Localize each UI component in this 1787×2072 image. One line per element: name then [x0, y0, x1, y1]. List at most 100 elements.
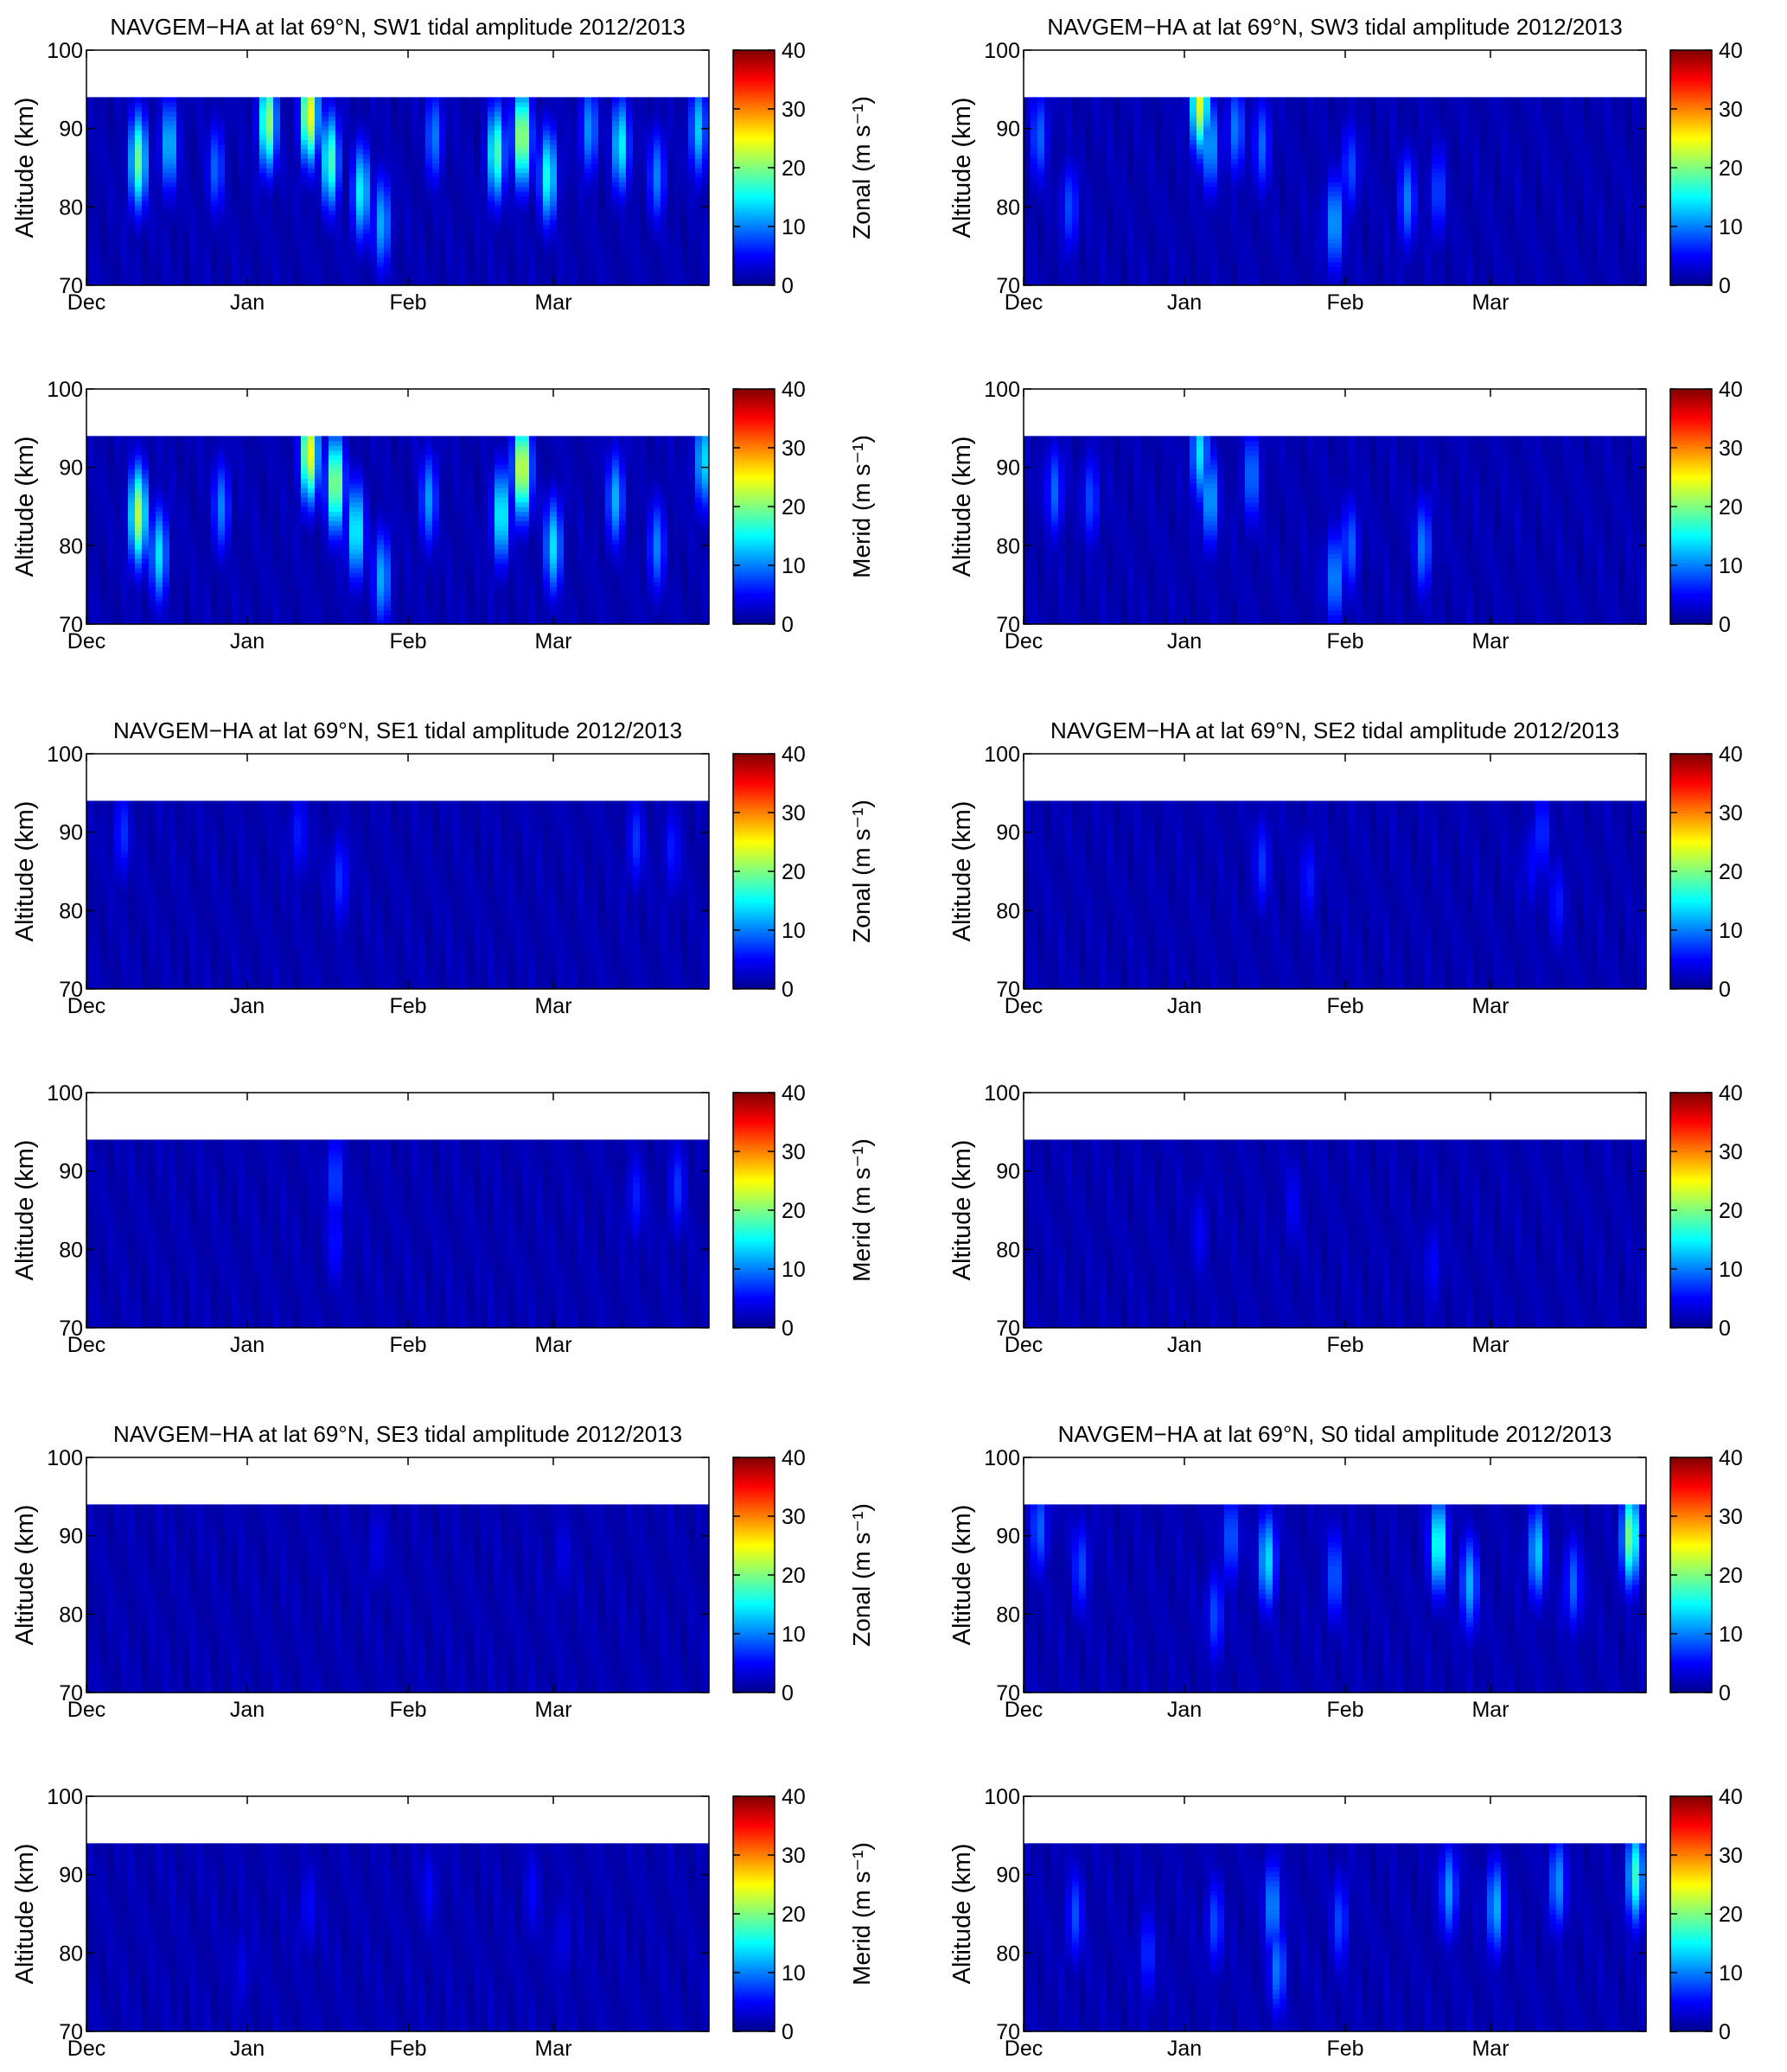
heatmap-cell [1224, 209, 1232, 215]
heatmap-cell [1231, 130, 1239, 136]
heatmap-cell [1024, 120, 1031, 126]
heatmap-cell [453, 214, 461, 220]
heatmap-cell [356, 257, 364, 263]
heatmap-cell [418, 205, 426, 211]
heatmap-cell [619, 209, 627, 215]
heatmap-cell [1224, 111, 1232, 117]
heatmap-cell [107, 266, 115, 272]
heatmap-cell [647, 209, 654, 215]
heatmap-cell [322, 191, 329, 197]
heatmap-cell [197, 271, 205, 277]
heatmap-cell [329, 111, 336, 117]
heatmap-cell [536, 163, 544, 169]
heatmap-cell [654, 243, 661, 249]
heatmap-cell [674, 257, 682, 263]
heatmap-cell [1134, 195, 1142, 201]
heatmap-cell [467, 228, 475, 234]
heatmap-cell [1148, 252, 1156, 258]
heatmap-cell [363, 219, 371, 225]
heatmap-cell [1210, 266, 1218, 272]
heatmap-cell [211, 201, 219, 207]
heatmap-cell [1024, 252, 1031, 258]
heatmap-cell [488, 214, 495, 220]
heatmap-cell [584, 111, 592, 117]
heatmap-cell [557, 205, 565, 211]
heatmap-cell [1051, 101, 1059, 107]
heatmap-cell [121, 252, 129, 258]
heatmap-cell [349, 163, 357, 169]
heatmap-cell [384, 139, 392, 145]
heatmap-cell [1231, 111, 1239, 117]
heatmap-cell [1203, 182, 1211, 188]
heatmap-cell [1224, 252, 1232, 258]
heatmap-cell [1162, 224, 1170, 230]
heatmap-cell [1114, 186, 1121, 192]
heatmap-cell [190, 266, 198, 272]
heatmap-cell [294, 195, 302, 201]
heatmap-cell [176, 172, 184, 178]
heatmap-cell [384, 106, 392, 112]
heatmap-cell [1224, 219, 1232, 225]
heatmap-cell [508, 139, 516, 145]
heatmap-cell [135, 195, 143, 201]
heatmap-cell [308, 238, 316, 244]
heatmap-cell [1176, 201, 1184, 207]
heatmap-cell [667, 163, 675, 169]
heatmap-cell [508, 247, 516, 253]
heatmap-cell [232, 120, 239, 126]
heatmap-cell [183, 191, 191, 197]
heatmap-cell [93, 149, 101, 155]
heatmap-cell [169, 125, 177, 131]
heatmap-cell [550, 125, 558, 131]
heatmap-cell [1024, 182, 1031, 188]
heatmap-cell [114, 243, 122, 249]
heatmap-cell [86, 101, 94, 107]
heatmap-cell [474, 176, 482, 182]
heatmap-cell [107, 153, 115, 159]
heatmap-cell [626, 130, 634, 136]
heatmap-cell [1024, 116, 1031, 122]
heatmap-cell [163, 257, 170, 263]
heatmap-cell [342, 209, 350, 215]
heatmap-cell [322, 201, 329, 207]
heatmap-cell [308, 261, 316, 267]
heatmap-cell [571, 195, 578, 201]
heatmap-cell [190, 149, 198, 155]
heatmap-cell [612, 116, 620, 122]
heatmap-cell [1183, 182, 1190, 188]
heatmap-cell [239, 238, 246, 244]
heatmap-cell [342, 219, 350, 225]
heatmap-cell [605, 101, 613, 107]
heatmap-cell [1065, 97, 1073, 103]
heatmap-cell [398, 158, 405, 164]
heatmap-cell [1127, 172, 1135, 178]
heatmap-cell [522, 238, 530, 244]
heatmap-cell [667, 243, 675, 249]
heatmap-cell [1169, 228, 1177, 234]
heatmap-cell [335, 186, 343, 192]
heatmap-cell [1120, 176, 1128, 182]
heatmap-cell [460, 276, 468, 282]
heatmap-cell [591, 228, 599, 234]
heatmap-cell [488, 276, 495, 282]
heatmap-cell [412, 271, 419, 277]
heatmap-cell [702, 195, 710, 201]
heatmap-cell [211, 111, 219, 117]
heatmap-cell [1114, 233, 1121, 239]
heatmap-cell [1031, 219, 1038, 225]
heatmap-cell [1114, 149, 1121, 155]
heatmap-cell [418, 191, 426, 197]
y-tick-label: 80 [59, 195, 83, 220]
heatmap-cell [1072, 101, 1080, 107]
heatmap-cell [163, 238, 170, 244]
heatmap-cell [488, 120, 495, 126]
heatmap-cell [1231, 205, 1239, 211]
heatmap-cell [1197, 101, 1204, 107]
heatmap-cell [529, 201, 537, 207]
heatmap-cell [488, 186, 495, 192]
heatmap-cell [163, 120, 170, 126]
heatmap-cell [1100, 176, 1107, 182]
heatmap-cell [522, 111, 530, 117]
heatmap-cell [349, 252, 357, 258]
heatmap-cell [1127, 276, 1135, 282]
